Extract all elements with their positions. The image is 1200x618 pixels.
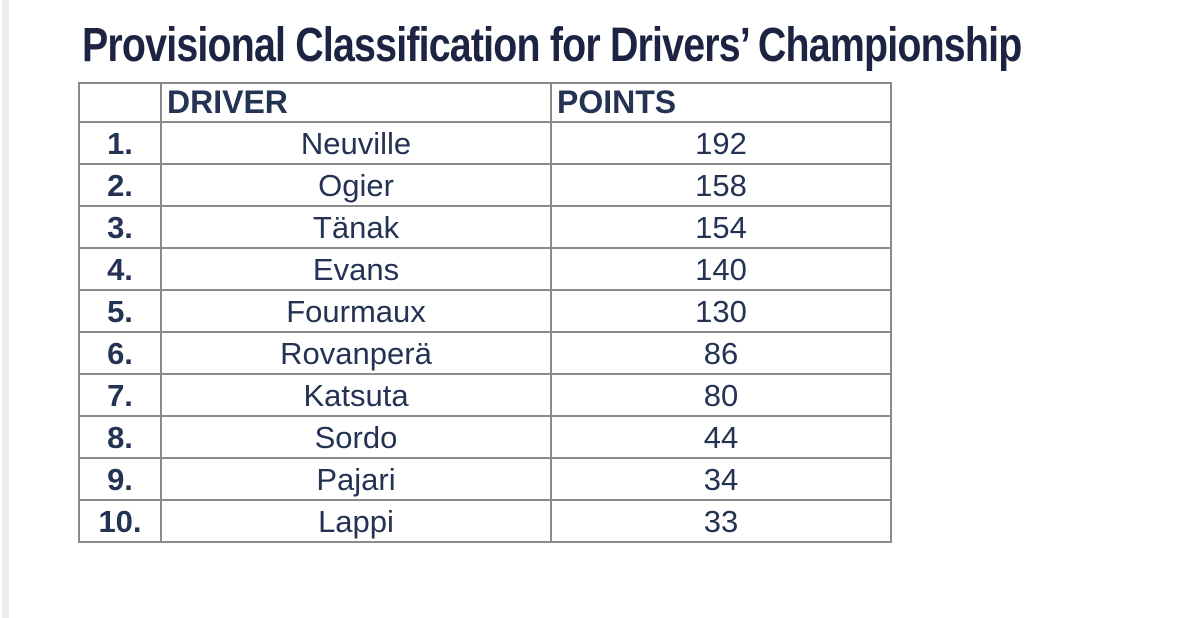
rank-cell: 1. [78,121,162,165]
points-cell: 86 [550,331,892,375]
table-row: 6. Rovanperä 86 [78,331,892,375]
points-cell: 140 [550,247,892,291]
rank-cell: 5. [78,289,162,333]
driver-cell: Lappi [160,499,552,543]
table-row: 9. Pajari 34 [78,457,892,501]
rank-cell: 4. [78,247,162,291]
driver-cell: Evans [160,247,552,291]
driver-cell: Sordo [160,415,552,459]
rank-cell: 2. [78,163,162,207]
table-row: 7. Katsuta 80 [78,373,892,417]
driver-cell: Katsuta [160,373,552,417]
driver-cell: Tänak [160,205,552,249]
points-cell: 130 [550,289,892,333]
driver-cell: Rovanperä [160,331,552,375]
rank-cell: 3. [78,205,162,249]
rank-cell: 6. [78,331,162,375]
points-cell: 154 [550,205,892,249]
points-cell: 192 [550,121,892,165]
driver-cell: Pajari [160,457,552,501]
rank-cell: 9. [78,457,162,501]
table-row: 2. Ogier 158 [78,163,892,207]
driver-cell: Ogier [160,163,552,207]
points-cell: 80 [550,373,892,417]
table-row: 1. Neuville 192 [78,121,892,165]
driver-cell: Fourmaux [160,289,552,333]
table-row: 3. Tänak 154 [78,205,892,249]
rank-cell: 10. [78,499,162,543]
table-row: 10. Lappi 33 [78,499,892,543]
driver-cell: Neuville [160,121,552,165]
drivers-standings-table: DRIVER POINTS 1. Neuville 192 2. Ogier 1… [78,82,892,543]
points-cell: 158 [550,163,892,207]
driver-column-header: DRIVER [160,82,552,123]
table-row: 8. Sordo 44 [78,415,892,459]
page-title: Provisional Classification for Drivers’ … [82,19,1022,72]
points-column-header: POINTS [550,82,892,123]
rank-cell: 7. [78,373,162,417]
table-row: 4. Evans 140 [78,247,892,291]
points-cell: 44 [550,415,892,459]
table-row: 5. Fourmaux 130 [78,289,892,333]
rank-cell: 8. [78,415,162,459]
points-cell: 33 [550,499,892,543]
table-header-row: DRIVER POINTS [78,82,892,123]
rank-column-header [78,82,162,123]
points-cell: 34 [550,457,892,501]
page-edge-strip [2,0,9,618]
